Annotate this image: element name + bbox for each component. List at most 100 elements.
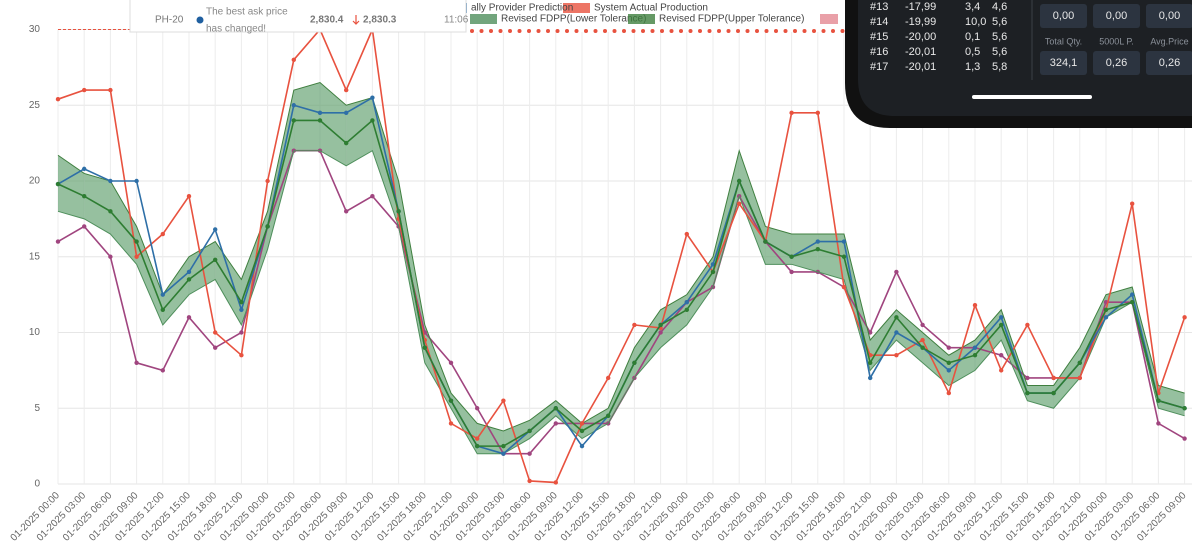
data-point — [56, 182, 60, 186]
y-tick-label: 5 — [34, 403, 40, 414]
decor — [803, 29, 807, 33]
data-point — [239, 300, 243, 304]
data-point — [1025, 323, 1029, 327]
data-point — [789, 270, 793, 274]
notification-code: PH-20 — [155, 15, 184, 26]
decor — [632, 29, 636, 33]
data-point — [1130, 300, 1134, 304]
decor — [556, 29, 560, 33]
notification-time: 11:06 — [444, 15, 469, 26]
decor — [717, 29, 721, 33]
y-tick-label: 20 — [29, 176, 41, 187]
data-point — [737, 202, 741, 206]
order-cell: #17 — [870, 61, 888, 73]
order-cell: #13 — [870, 1, 888, 13]
decor — [698, 29, 702, 33]
data-point — [344, 209, 348, 213]
decor — [689, 29, 693, 33]
decor — [641, 29, 645, 33]
data-point — [1025, 391, 1029, 395]
data-point — [580, 421, 584, 425]
data-point — [920, 323, 924, 327]
data-point — [920, 345, 924, 349]
data-point — [685, 300, 689, 304]
data-point — [685, 308, 689, 312]
legend-swatch — [470, 14, 497, 24]
decor — [508, 29, 512, 33]
notification-message: The best ask price — [206, 7, 288, 18]
data-point — [318, 118, 322, 122]
decor — [670, 29, 674, 33]
order-cell: #16 — [870, 46, 888, 58]
box-label: 5000L P. — [1099, 36, 1134, 46]
data-point — [606, 414, 610, 418]
y-tick-label: 25 — [29, 100, 41, 111]
decor — [774, 29, 778, 33]
data-point — [632, 361, 636, 365]
decor — [736, 29, 740, 33]
decor — [746, 29, 750, 33]
data-point — [161, 308, 165, 312]
decor — [584, 29, 588, 33]
data-point — [134, 255, 138, 259]
order-cell: #15 — [870, 31, 888, 43]
data-point — [685, 232, 689, 236]
data-point — [527, 452, 531, 456]
decor — [831, 29, 835, 33]
data-point — [82, 194, 86, 198]
data-point — [449, 421, 453, 425]
data-point — [554, 406, 558, 410]
y-tick-label: 0 — [34, 479, 40, 490]
data-point — [1078, 376, 1082, 380]
data-point — [999, 353, 1003, 357]
value-box-text: 0,00 — [1106, 10, 1127, 22]
decor — [575, 29, 579, 33]
decor — [565, 29, 569, 33]
box-label: Avg.Price — [1150, 36, 1188, 46]
box-label: Total Qty. — [1045, 36, 1082, 46]
data-point — [501, 444, 505, 448]
value-box-text: 0,00 — [1053, 10, 1074, 22]
data-point — [973, 353, 977, 357]
data-point — [999, 323, 1003, 327]
data-point — [947, 391, 951, 395]
data-point — [108, 255, 112, 259]
order-cell: 4,6 — [992, 1, 1007, 13]
decor — [679, 29, 683, 33]
data-point — [947, 361, 951, 365]
order-cell: -17,99 — [905, 1, 936, 13]
data-point — [894, 353, 898, 357]
data-point — [816, 239, 820, 243]
order-cell: -20,01 — [905, 46, 936, 58]
data-point — [894, 270, 898, 274]
data-point — [737, 179, 741, 183]
data-point — [134, 361, 138, 365]
legend-label: ally Provider Prediction — [471, 3, 573, 14]
data-point — [265, 179, 269, 183]
legend-swatch — [628, 14, 655, 24]
tolerance-band — [294, 83, 320, 151]
data-point — [894, 315, 898, 319]
new-price: 2,830.3 — [363, 15, 397, 26]
data-point — [868, 376, 872, 380]
data-point — [449, 361, 453, 365]
data-point — [947, 368, 951, 372]
data-point — [344, 141, 348, 145]
data-point — [82, 224, 86, 228]
data-point — [947, 345, 951, 349]
data-point — [108, 179, 112, 183]
data-point — [816, 247, 820, 251]
legend-swatch — [820, 14, 838, 24]
data-point — [239, 330, 243, 334]
data-point — [973, 345, 977, 349]
data-point — [187, 194, 191, 198]
value-box-text: 0,26 — [1159, 57, 1180, 69]
data-point — [632, 323, 636, 327]
data-point — [1104, 315, 1108, 319]
data-point — [187, 277, 191, 281]
decor — [660, 29, 664, 33]
data-point — [475, 406, 479, 410]
decor — [527, 29, 531, 33]
data-point — [920, 338, 924, 342]
decor — [651, 29, 655, 33]
